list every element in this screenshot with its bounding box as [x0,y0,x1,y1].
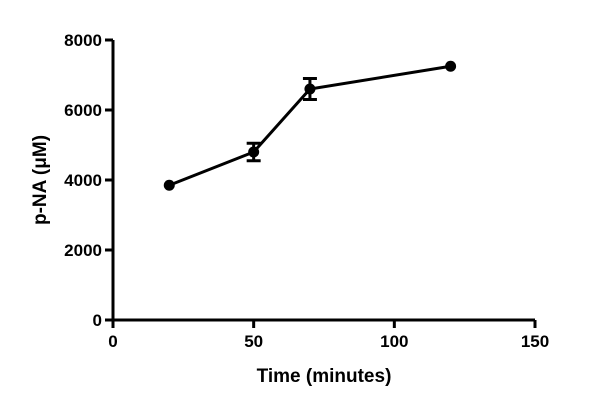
y-tick-label: 4000 [64,171,102,190]
x-axis-title: Time (minutes) [257,366,392,387]
data-series [163,60,457,191]
series-line [168,64,451,187]
y-tick-label: 8000 [64,31,102,50]
x-tick-label: 0 [108,332,117,351]
y-tick-label: 6000 [64,101,102,120]
data-point-marker [304,83,316,95]
axes: 0 2000 4000 6000 8000 0 50 100 150 [64,31,549,351]
y-axis-title: p-NA (μM) [30,135,51,225]
data-point-marker [248,146,260,158]
y-tick-label: 2000 [64,241,102,260]
x-tick-label: 50 [244,332,263,351]
data-point-marker [445,60,457,72]
x-tick-label: 150 [521,332,549,351]
data-point-marker [163,179,175,191]
x-tick-label: 100 [380,332,408,351]
y-tick-label: 0 [93,311,102,330]
